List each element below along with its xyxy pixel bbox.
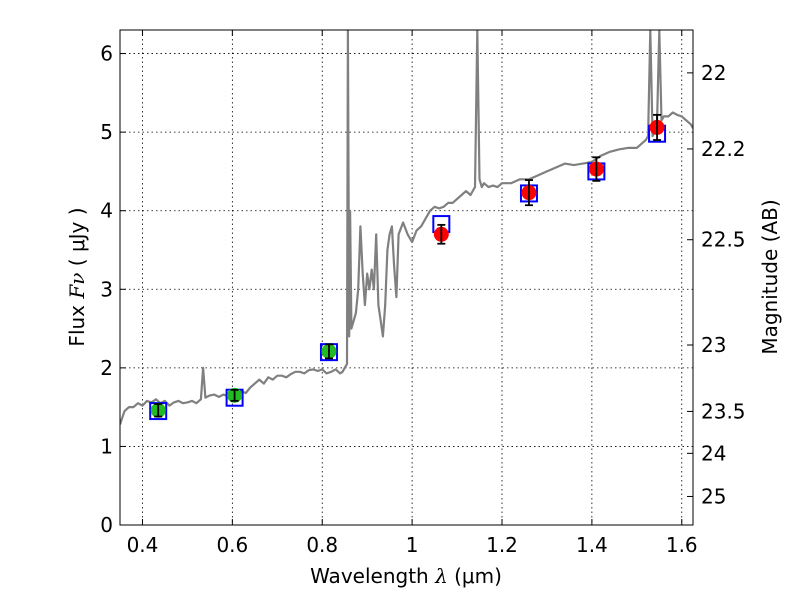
y-tick-label: 5 [100,120,113,144]
y2-tick-label: 22 [701,61,726,85]
y-tick-label: 6 [100,42,113,66]
plot-background [120,30,693,525]
markers [149,113,667,421]
y-tick-label: 4 [100,199,113,223]
x-tick-label: 0.6 [216,533,248,557]
y2-tick-label: 22.5 [701,228,746,252]
plot-frame [119,29,694,526]
y-tick-label: 0 [100,513,113,537]
x-axis-label: Wavelength λ (μm) [310,564,502,588]
y-tick-label: 1 [100,434,113,458]
y2-tick-label: 23.5 [701,399,746,423]
y2-tick-label: 24 [701,441,726,465]
y-axis-label: Flux Fν ( μJy ) [65,207,89,346]
x-tick-label: 0.8 [306,533,338,557]
x-tick-label: 1.2 [486,533,518,557]
y2-axis-label: Magnitude (AB) [758,199,782,354]
x-tick-label: 1 [406,533,419,557]
y-tick-label: 2 [100,356,113,380]
x-tick-label: 1.4 [576,533,608,557]
ticks: 0.4 0.6 0.8 1 1.2 1.4 1.601234562222.222.52323… [100,30,746,557]
y2-tick-label: 22.2 [701,137,746,161]
y2-tick-label: 23 [701,333,726,357]
x-tick-label: 1.6 [666,533,698,557]
x-tick-label: 0.4 [127,533,159,557]
y2-tick-label: 25 [701,484,726,508]
y-tick-label: 3 [100,277,113,301]
